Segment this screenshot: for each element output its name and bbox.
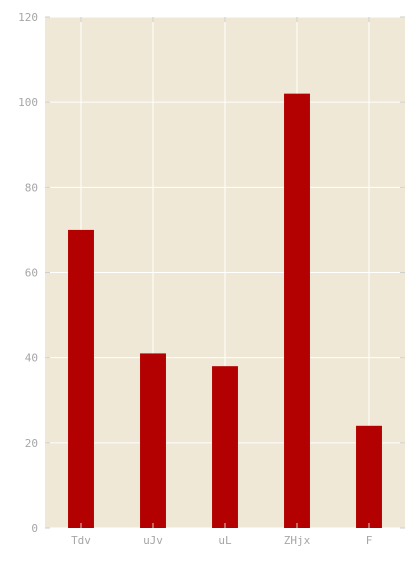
y-tick-label: 120	[18, 11, 38, 24]
bar-tdv	[68, 229, 94, 528]
x-tick-label: uJv	[143, 534, 163, 547]
bar-f	[356, 425, 382, 528]
y-axis-tick-labels: 0 20 40 60 80 100 120	[18, 11, 38, 535]
y-tick-label: 80	[25, 181, 38, 194]
x-tick-label: F	[366, 534, 373, 547]
bar-zhjx	[284, 93, 310, 529]
x-tick-label: Tdv	[71, 534, 91, 547]
y-tick-label: 100	[18, 96, 38, 109]
y-tick-label: 20	[25, 437, 38, 450]
y-tick-label: 60	[25, 267, 38, 280]
bars	[68, 93, 382, 529]
x-axis-tick-labels: Tdv uJv uL ZHjx F	[71, 534, 372, 547]
x-tick-label: ZHjx	[284, 534, 311, 547]
bar-ul	[212, 366, 238, 528]
y-tick-label: 0	[31, 522, 38, 535]
x-tick-label: uL	[218, 534, 232, 547]
bar-ujv	[140, 353, 166, 528]
y-tick-label: 40	[25, 352, 38, 365]
tick-marks	[45, 16, 405, 529]
